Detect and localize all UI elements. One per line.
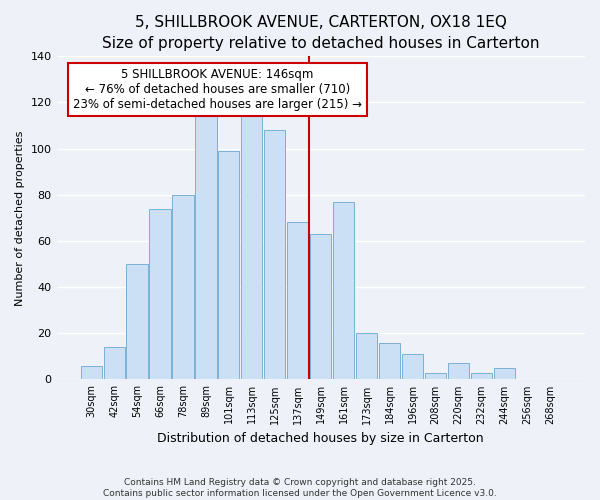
Bar [127,264,148,380]
Bar [218,151,239,380]
Bar [104,347,125,380]
X-axis label: Distribution of detached houses by size in Carterton: Distribution of detached houses by size … [157,432,484,445]
Bar [379,342,400,380]
Text: Contains HM Land Registry data © Crown copyright and database right 2025.
Contai: Contains HM Land Registry data © Crown c… [103,478,497,498]
Text: 5 SHILLBROOK AVENUE: 146sqm
← 76% of detached houses are smaller (710)
23% of se: 5 SHILLBROOK AVENUE: 146sqm ← 76% of det… [73,68,362,111]
Title: 5, SHILLBROOK AVENUE, CARTERTON, OX18 1EQ
Size of property relative to detached : 5, SHILLBROOK AVENUE, CARTERTON, OX18 1E… [102,15,539,51]
Bar [333,202,354,380]
Bar [241,112,262,380]
Bar [310,234,331,380]
Bar [425,372,446,380]
Bar [80,366,101,380]
Bar [448,364,469,380]
Bar [494,368,515,380]
Bar [471,372,492,380]
Bar [264,130,286,380]
Bar [196,107,217,380]
Bar [149,208,170,380]
Bar [172,195,194,380]
Y-axis label: Number of detached properties: Number of detached properties [15,130,25,306]
Bar [287,222,308,380]
Bar [356,334,377,380]
Bar [402,354,423,380]
